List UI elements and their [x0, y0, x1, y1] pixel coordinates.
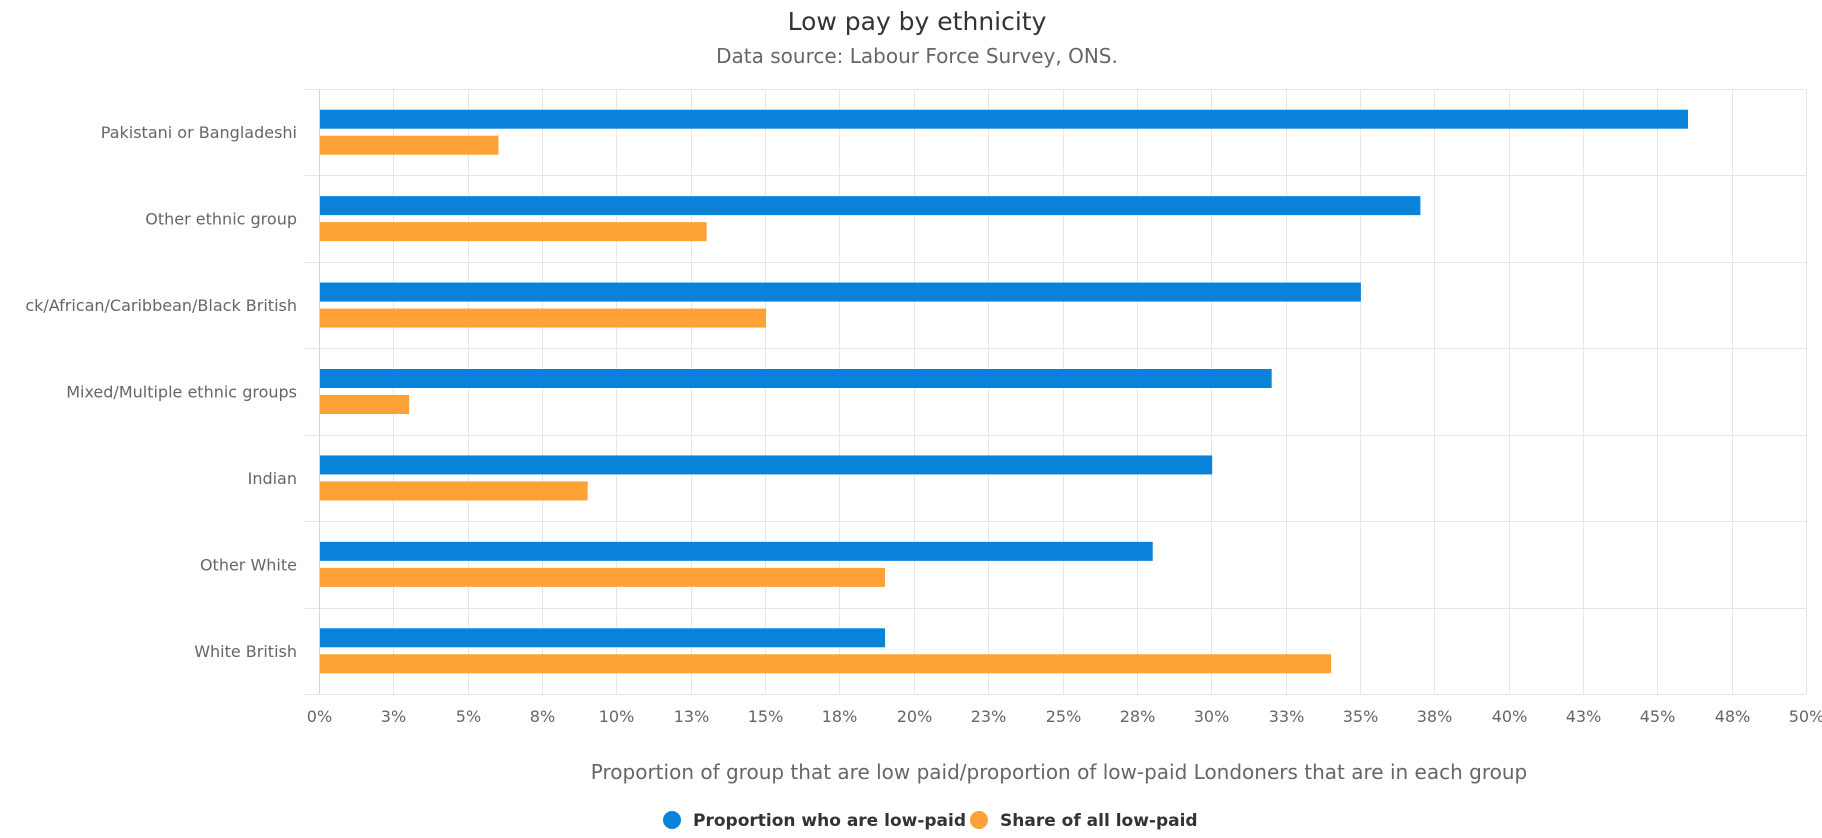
grid [305, 89, 1807, 695]
bar-share-of-low-paid[interactable] [320, 135, 499, 155]
bar-share-of-low-paid[interactable] [320, 395, 410, 414]
x-tick-label: 0% [307, 707, 332, 726]
x-tick-labels: 0% 3% 5% 8% 10% 13% 15% 18% 20% 23% 25% 28% 30% 33% 35… [307, 707, 1822, 726]
bar-share-of-low-paid[interactable] [320, 567, 886, 587]
x-tick-label: 48% [1715, 707, 1751, 726]
bar-low-paid-proportion[interactable] [320, 109, 1689, 129]
category-label: Pakistani or Bangladeshi [101, 123, 297, 142]
x-tick-label: 15% [748, 707, 784, 726]
bar-low-paid-proportion[interactable] [320, 369, 1272, 388]
x-tick-label: 5% [456, 707, 481, 726]
x-tick-label: 43% [1566, 707, 1602, 726]
x-tick-label: 33% [1269, 707, 1305, 726]
chart-title: Low pay by ethnicity [788, 7, 1047, 36]
x-tick-label: 38% [1417, 707, 1453, 726]
category-label: Other ethnic group [145, 210, 297, 229]
x-tick-label: 50% [1789, 707, 1822, 726]
x-tick-label: 13% [674, 707, 710, 726]
category-label: Other White [200, 555, 297, 574]
bar-share-of-low-paid[interactable] [320, 654, 1332, 674]
category-label: Mixed/Multiple ethnic groups [66, 383, 297, 402]
legend-label: Proportion who are low-paid [693, 811, 966, 831]
category-label: White British [194, 642, 297, 661]
bar-share-of-low-paid[interactable] [320, 222, 707, 242]
x-tick-label: 20% [897, 707, 933, 726]
x-tick-label: 23% [971, 707, 1007, 726]
x-tick-label: 40% [1492, 707, 1528, 726]
x-tick-label: 18% [822, 707, 858, 726]
x-tick-label: 8% [530, 707, 555, 726]
legend-item[interactable]: Proportion who are low-paid [663, 811, 966, 831]
x-tick-label: 45% [1640, 707, 1676, 726]
legend-marker-icon [970, 811, 988, 829]
chart-subtitle: Data source: Labour Force Survey, ONS. [716, 44, 1118, 68]
legend-marker-icon [663, 811, 681, 829]
category-labels: Pakistani or Bangladeshi Other ethnic gro… [25, 123, 297, 661]
bar-low-paid-proportion[interactable] [320, 628, 886, 648]
bars [320, 109, 1689, 674]
legend-label: Share of all low-paid [1000, 811, 1198, 831]
bar-low-paid-proportion[interactable] [320, 455, 1213, 475]
category-label: Indian [248, 469, 297, 488]
x-tick-label: 28% [1120, 707, 1156, 726]
bar-low-paid-proportion[interactable] [320, 196, 1421, 216]
bar-share-of-low-paid[interactable] [320, 481, 588, 501]
legend[interactable]: Proportion who are low-paid Share of all … [663, 811, 1198, 831]
x-tick-label: 25% [1046, 707, 1082, 726]
x-tick-label: 10% [599, 707, 635, 726]
x-tick-label: 3% [381, 707, 406, 726]
x-axis-title: Proportion of group that are low paid/pr… [591, 760, 1527, 784]
legend-item[interactable]: Share of all low-paid [970, 811, 1198, 831]
x-tick-label: 35% [1343, 707, 1379, 726]
x-tick-label: 30% [1194, 707, 1230, 726]
bar-share-of-low-paid[interactable] [320, 308, 767, 328]
bar-low-paid-proportion[interactable] [320, 541, 1153, 561]
bar-low-paid-proportion[interactable] [320, 282, 1361, 302]
category-label: ck/African/Caribbean/Black British [25, 296, 297, 315]
